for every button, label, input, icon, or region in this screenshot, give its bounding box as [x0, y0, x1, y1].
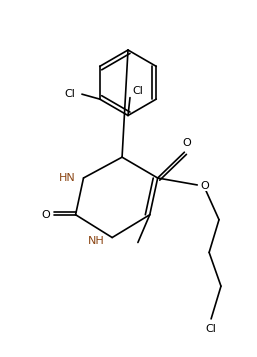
Text: Cl: Cl — [206, 324, 217, 334]
Text: O: O — [42, 210, 50, 220]
Text: HN: HN — [59, 173, 76, 183]
Text: Cl: Cl — [132, 86, 143, 96]
Text: Cl: Cl — [65, 89, 76, 99]
Text: NH: NH — [88, 236, 104, 246]
Text: O: O — [182, 138, 191, 148]
Text: O: O — [201, 181, 209, 191]
